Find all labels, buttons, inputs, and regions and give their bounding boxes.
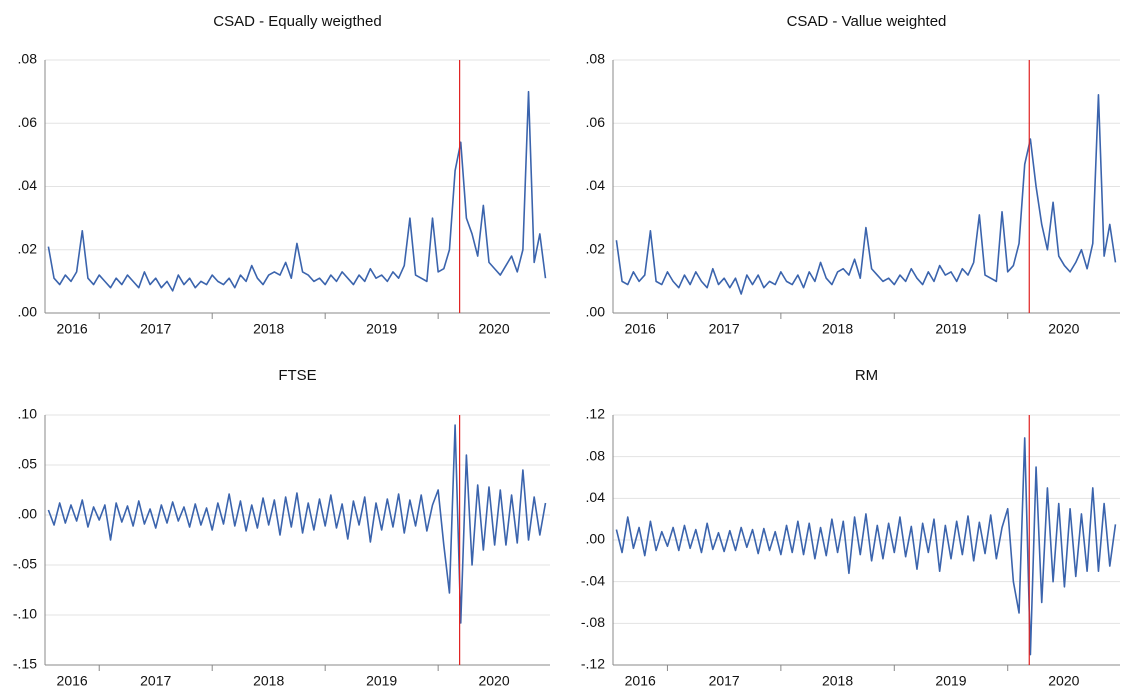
y-tick-label: .08 xyxy=(586,51,606,67)
y-tick-label: .00 xyxy=(18,304,38,320)
y-tick-label: .02 xyxy=(586,240,606,256)
x-tick-label: 2019 xyxy=(366,321,397,337)
y-tick-label: .06 xyxy=(586,114,606,130)
y-tick-label: .06 xyxy=(18,114,38,130)
y-tick-label: .02 xyxy=(18,240,38,256)
y-tick-label: -.12 xyxy=(581,656,605,672)
y-tick-label: .08 xyxy=(586,447,606,463)
series-line xyxy=(47,90,547,292)
x-tick-label: 2016 xyxy=(625,321,656,337)
x-tick-label: 2017 xyxy=(709,673,740,689)
chart-title: CSAD - Equally weigthed xyxy=(213,13,381,30)
y-tick-label: -.04 xyxy=(581,572,605,588)
x-tick-label: 2016 xyxy=(57,673,88,689)
y-tick-label: -.10 xyxy=(13,606,37,622)
x-tick-label: 2016 xyxy=(625,673,656,689)
x-tick-label: 2020 xyxy=(1048,321,1079,337)
y-tick-label: .04 xyxy=(586,177,606,193)
x-tick-label: 2018 xyxy=(253,321,284,337)
y-tick-label: .05 xyxy=(18,456,38,472)
chart-title: RM xyxy=(855,367,878,384)
x-tick-label: 2020 xyxy=(478,673,509,689)
x-tick-label: 2018 xyxy=(253,673,284,689)
y-tick-label: .00 xyxy=(586,531,606,547)
y-tick-label: .04 xyxy=(18,177,38,193)
y-tick-label: .00 xyxy=(586,304,606,320)
series-line xyxy=(615,93,1117,295)
x-tick-label: 2019 xyxy=(935,673,966,689)
y-tick-label: .04 xyxy=(586,489,606,505)
y-tick-label: -.08 xyxy=(581,614,605,630)
x-tick-label: 2019 xyxy=(366,673,397,689)
x-tick-label: 2017 xyxy=(140,673,171,689)
series-line xyxy=(47,424,547,624)
x-tick-label: 2020 xyxy=(478,321,509,337)
x-tick-label: 2019 xyxy=(935,321,966,337)
y-tick-label: .10 xyxy=(18,406,38,422)
y-tick-label: -.15 xyxy=(13,656,37,672)
y-tick-label: .08 xyxy=(18,51,38,67)
x-tick-label: 2018 xyxy=(822,321,853,337)
x-tick-label: 2017 xyxy=(709,321,740,337)
y-tick-label: .00 xyxy=(18,506,38,522)
x-tick-label: 2018 xyxy=(822,673,853,689)
x-tick-label: 2016 xyxy=(57,321,88,337)
chart-title: CSAD - Vallue weighted xyxy=(787,13,947,30)
x-tick-label: 2017 xyxy=(140,321,171,337)
y-tick-label: -.05 xyxy=(13,556,37,572)
y-tick-label: .12 xyxy=(586,406,606,422)
chart-title: FTSE xyxy=(278,367,316,384)
series-line xyxy=(615,437,1117,656)
x-tick-label: 2020 xyxy=(1048,673,1079,689)
